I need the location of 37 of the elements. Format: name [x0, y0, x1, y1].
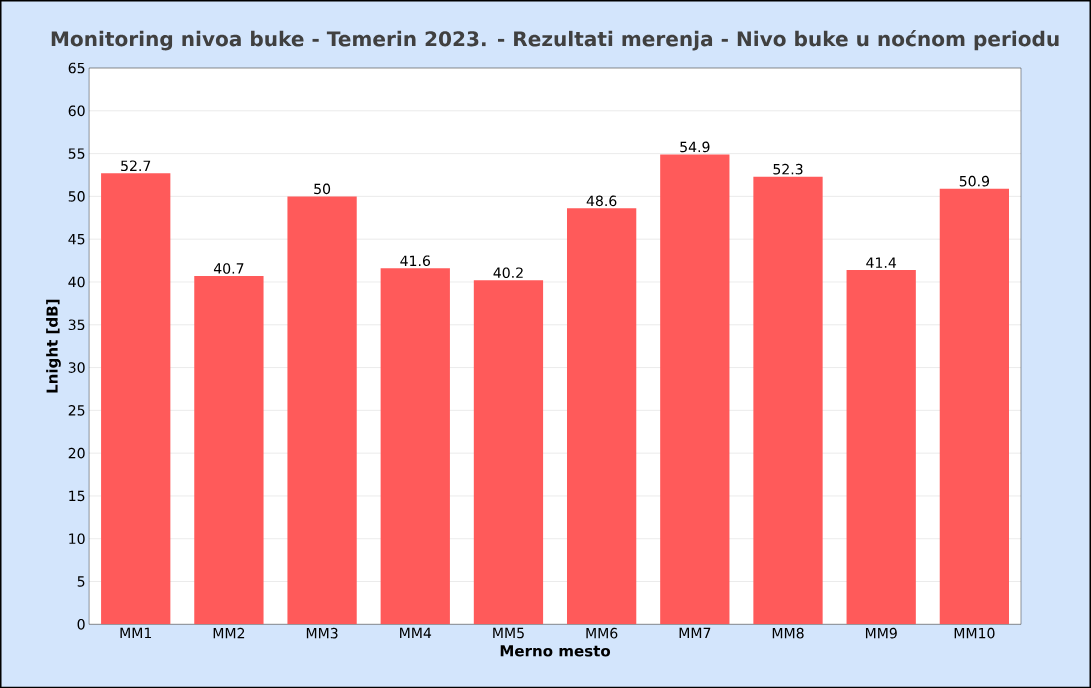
y-tick-label: 50	[68, 190, 85, 202]
y-axis-title: Lnight [dB]	[46, 299, 61, 393]
y-tick-label: 5	[77, 576, 85, 587]
data-label: 50.9	[959, 175, 990, 187]
data-label: 54.9	[680, 141, 710, 153]
x-tick-label: MM9	[865, 627, 897, 639]
x-axis-title: Merno mesto	[500, 645, 611, 657]
x-tick-label: MM3	[306, 627, 338, 639]
data-label: 52.7	[121, 160, 151, 171]
y-tick-label: 20	[68, 447, 85, 459]
x-tick-label: MM8	[772, 627, 804, 639]
y-tick-label: 10	[69, 533, 85, 544]
data-label: 40.7	[213, 262, 244, 274]
data-label: 50	[314, 183, 331, 195]
y-tick-label: 15	[69, 490, 85, 502]
y-tick-label: 25	[68, 404, 85, 416]
data-label: 48.6	[586, 195, 617, 207]
chart-title: Monitoring nivoa buke - Temerin 2023. - Rezultati merenja - Nivo buke u noćnom periodu	[51, 29, 1059, 51]
data-label: 40.2	[493, 267, 523, 278]
data-label: 41.6	[400, 255, 431, 266]
x-tick-label: MM10	[954, 627, 995, 639]
x-tick-label: MM4	[400, 627, 432, 638]
y-tick-label: 55	[68, 148, 85, 159]
y-tick-label: 65	[68, 62, 85, 74]
x-tick-label: MM6	[586, 627, 618, 639]
y-tick-label: 40	[68, 276, 85, 288]
x-tick-label: MM1	[120, 627, 152, 638]
data-label: 41.4	[866, 257, 897, 268]
y-tick-label: 45	[68, 233, 85, 245]
x-tick-label: MM2	[213, 627, 245, 639]
y-tick-label: 30	[68, 362, 85, 373]
y-tick-label: 35	[68, 319, 85, 330]
x-tick-label: MM7	[679, 627, 711, 638]
x-tick-label: MM5	[493, 627, 524, 639]
y-tick-label: 60	[68, 105, 85, 116]
data-label: 52.3	[773, 163, 803, 175]
y-tick-label: 0	[77, 618, 85, 630]
